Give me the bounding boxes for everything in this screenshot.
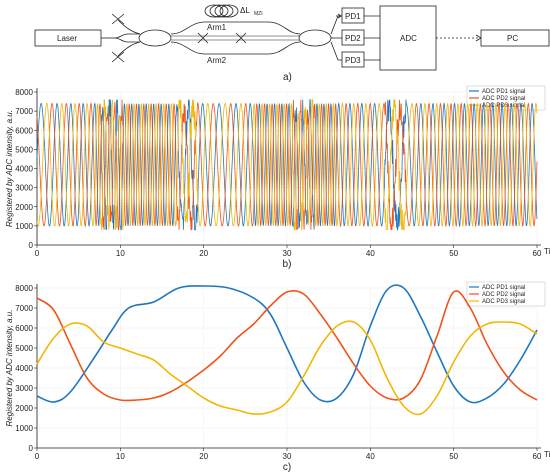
x-mark xyxy=(111,13,125,25)
legend-entry: ADC PD3 signal xyxy=(482,299,525,305)
y-tick-label: 7000 xyxy=(15,107,33,116)
pc-box xyxy=(480,29,550,47)
x-mark xyxy=(111,51,125,63)
series-line-1 xyxy=(36,99,538,231)
x-tick-label: 20 xyxy=(199,452,208,461)
laser-label: Laser xyxy=(57,34,77,43)
y-axis-label: Registered by ADC intensity, a.u. xyxy=(5,110,14,227)
y-tick-label: 3000 xyxy=(15,184,33,193)
y-axis-label: Registered by ADC intensity, a.u. xyxy=(5,310,14,427)
x-axis-label: Time, s xyxy=(544,247,550,256)
pd3-box xyxy=(341,51,365,68)
pd1-label: PD1 xyxy=(345,12,361,21)
x-tick-label: 60 xyxy=(533,452,542,461)
y-tick-label: 2000 xyxy=(15,203,33,212)
y-tick-label: 4000 xyxy=(15,364,33,373)
pc-label: PC xyxy=(507,34,518,43)
y-tick-label: 3000 xyxy=(15,384,33,393)
fiber-coil-icon xyxy=(204,4,239,18)
series-line-1 xyxy=(36,284,538,404)
y-tick-label: 8000 xyxy=(15,88,33,97)
x-mark xyxy=(235,32,247,44)
y-tick-label: 1000 xyxy=(15,222,33,231)
y-tick-label: 0 xyxy=(29,241,34,250)
x-tick-label: 30 xyxy=(283,452,292,461)
panel-label: c) xyxy=(283,462,291,473)
y-tick-label: 4000 xyxy=(15,165,33,174)
x-tick-label: 20 xyxy=(199,249,208,258)
delta-label: ΔL xyxy=(240,6,250,15)
y-tick-label: 5000 xyxy=(15,344,33,353)
y-tick-label: 6000 xyxy=(15,324,33,333)
x-mark xyxy=(197,32,209,44)
legend-box xyxy=(466,281,546,307)
y-tick-label: 7000 xyxy=(15,304,33,313)
y-tick-label: 8000 xyxy=(15,284,33,293)
x-tick-label: 0 xyxy=(35,249,40,258)
series-line-3 xyxy=(36,99,538,231)
pd2-box xyxy=(341,29,365,46)
legend-entry: ADC PD2 signal xyxy=(482,292,525,298)
arm2-label: Arm2 xyxy=(207,56,227,65)
legend-entry: ADC PD3 signal xyxy=(482,103,525,109)
x-tick-label: 0 xyxy=(35,452,40,461)
y-tick-label: 5000 xyxy=(15,145,33,154)
adc-box xyxy=(379,5,437,71)
pd2-label: PD2 xyxy=(345,34,361,43)
panel-a-label: a) xyxy=(283,72,292,83)
pd1-box xyxy=(341,7,365,24)
x-tick-label: 30 xyxy=(283,249,292,258)
x-tick-label: 60 xyxy=(533,249,542,258)
setup-diagram xyxy=(34,4,550,71)
x-tick-label: 40 xyxy=(366,249,375,258)
x-tick-label: 10 xyxy=(116,452,125,461)
legend-entry: ADC PD1 signal xyxy=(482,285,525,291)
y-tick-label: 1000 xyxy=(15,424,33,433)
pd3-label: PD3 xyxy=(345,56,361,65)
legend-entry: ADC PD1 signal xyxy=(482,89,525,95)
y-tick-label: 0 xyxy=(29,444,34,453)
series-line-2 xyxy=(36,99,538,231)
x-tick-label: 50 xyxy=(449,249,458,258)
coupler-1 xyxy=(138,29,172,47)
adc-label: ADC xyxy=(400,34,417,43)
series-line-2 xyxy=(36,289,538,402)
x-tick-label: 10 xyxy=(116,249,125,258)
chart-c: 0 10 20 30 40 50 60 0 1000 2000 3000 4000 5000 6000 70… xyxy=(5,281,550,473)
chart-b: 0 10 20 30 40 50 60 0 1000 2000 3000 4000 5000 6000 70… xyxy=(5,85,550,270)
x-tick-label: 50 xyxy=(449,452,458,461)
coupler-2 xyxy=(298,29,332,47)
legend-entry: ADC PD2 signal xyxy=(482,96,525,102)
delta-subscript: MZI xyxy=(254,11,263,17)
series-line-3 xyxy=(36,320,538,416)
arm1-label: Arm1 xyxy=(207,23,227,32)
x-axis-label: Time, s xyxy=(544,450,550,459)
panel-label: b) xyxy=(283,259,292,270)
y-tick-label: 2000 xyxy=(15,404,33,413)
y-tick-label: 6000 xyxy=(15,126,33,135)
x-tick-label: 40 xyxy=(366,452,375,461)
